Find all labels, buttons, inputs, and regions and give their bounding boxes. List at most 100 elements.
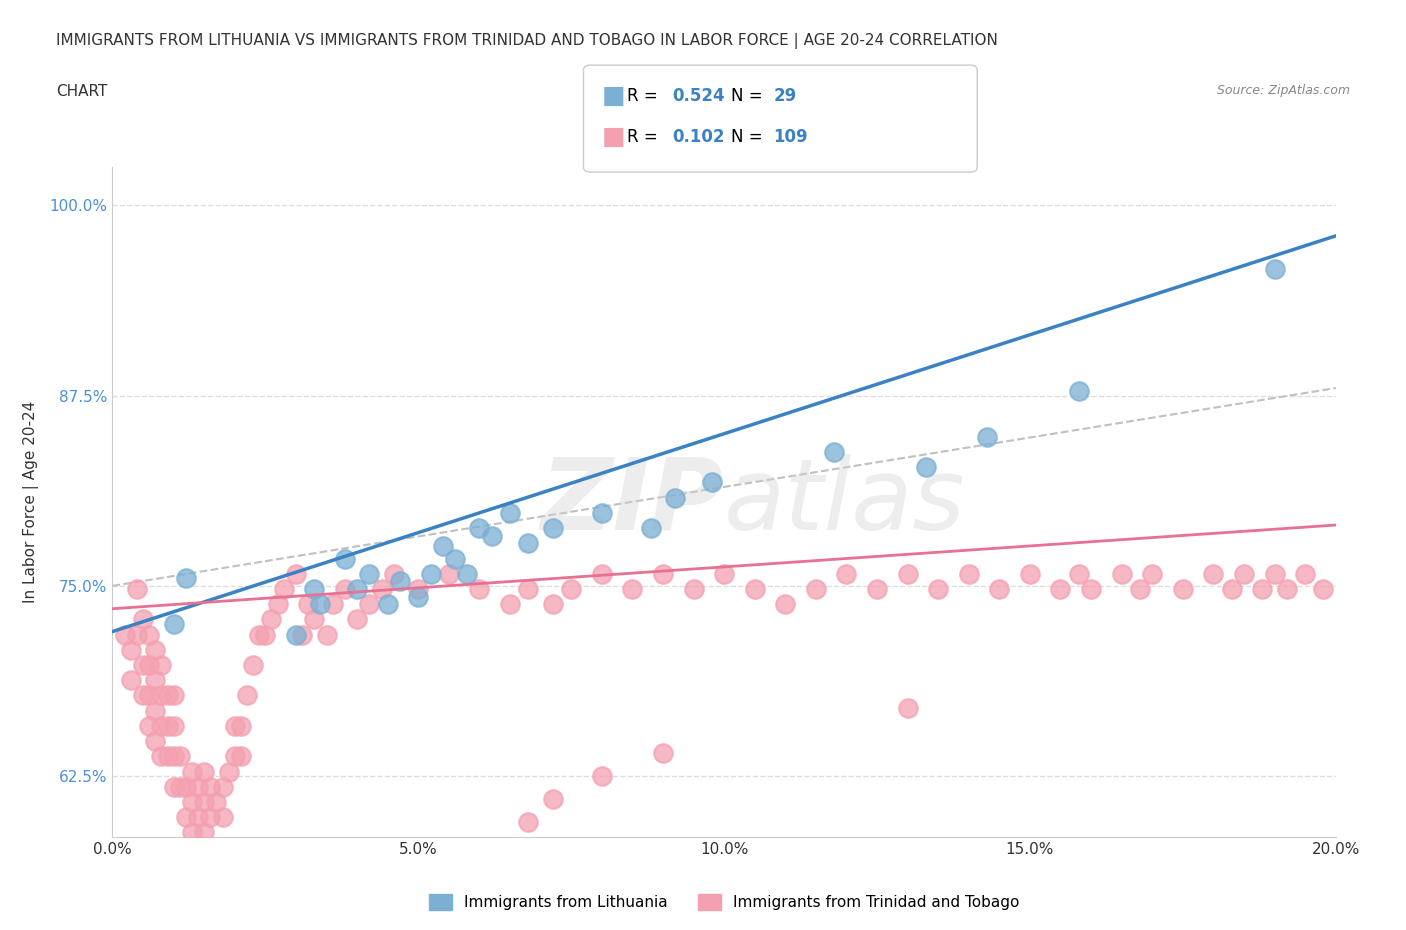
Point — [437, 566, 460, 581]
Point — [1067, 384, 1090, 399]
Point — [481, 528, 503, 543]
Point — [218, 764, 240, 779]
Point — [169, 749, 191, 764]
Point — [297, 597, 319, 612]
Point — [988, 581, 1011, 596]
Y-axis label: In Labor Force | Age 20-24: In Labor Force | Age 20-24 — [22, 401, 38, 604]
Point — [1233, 566, 1256, 581]
Point — [382, 566, 405, 581]
Point — [169, 779, 191, 794]
Point — [1171, 581, 1194, 596]
Point — [322, 597, 344, 612]
Point — [315, 627, 337, 642]
Point — [444, 551, 467, 566]
Point — [468, 581, 491, 596]
Point — [138, 658, 160, 672]
Point — [150, 749, 173, 764]
Point — [804, 581, 827, 596]
Point — [419, 566, 441, 581]
Text: R =: R = — [627, 127, 664, 146]
Point — [120, 643, 142, 658]
Point — [432, 538, 454, 553]
Point — [1275, 581, 1298, 596]
Point — [181, 764, 204, 779]
Point — [1294, 566, 1316, 581]
Point — [835, 566, 858, 581]
Point — [150, 658, 173, 672]
Point — [591, 769, 613, 784]
Point — [333, 551, 356, 566]
Point — [200, 779, 222, 794]
Point — [1080, 581, 1102, 596]
Point — [664, 490, 686, 505]
Point — [163, 688, 186, 703]
Point — [187, 779, 209, 794]
Point — [621, 581, 644, 596]
Point — [156, 688, 179, 703]
Point — [266, 597, 288, 612]
Text: Source: ZipAtlas.com: Source: ZipAtlas.com — [1216, 84, 1350, 97]
Point — [143, 703, 166, 718]
Point — [346, 581, 368, 596]
Point — [150, 688, 173, 703]
Point — [541, 791, 564, 806]
Point — [273, 581, 295, 596]
Point — [174, 571, 197, 586]
Point — [229, 749, 252, 764]
Point — [1111, 566, 1133, 581]
Point — [499, 505, 522, 520]
Point — [499, 597, 522, 612]
Point — [163, 719, 186, 734]
Point — [560, 581, 582, 596]
Point — [181, 794, 204, 809]
Point — [897, 700, 920, 715]
Point — [388, 574, 411, 589]
Point — [775, 597, 797, 612]
Point — [150, 719, 173, 734]
Point — [284, 566, 308, 581]
Point — [143, 734, 166, 749]
Point — [682, 581, 704, 596]
Point — [915, 459, 938, 474]
Point — [187, 810, 209, 825]
Text: 29: 29 — [773, 86, 797, 105]
Point — [143, 643, 166, 658]
Point — [291, 627, 314, 642]
Point — [138, 688, 160, 703]
Text: CHART: CHART — [56, 84, 108, 99]
Point — [1264, 566, 1286, 581]
Point — [1312, 581, 1334, 596]
Text: IMMIGRANTS FROM LITHUANIA VS IMMIGRANTS FROM TRINIDAD AND TOBAGO IN LABOR FORCE : IMMIGRANTS FROM LITHUANIA VS IMMIGRANTS … — [56, 33, 998, 48]
Point — [254, 627, 277, 642]
Point — [408, 581, 430, 596]
Text: N =: N = — [731, 86, 768, 105]
Point — [132, 688, 155, 703]
Text: N =: N = — [731, 127, 768, 146]
Point — [120, 672, 142, 687]
Point — [640, 521, 662, 536]
Point — [456, 566, 478, 581]
Point — [132, 612, 155, 627]
Point — [377, 597, 399, 612]
Point — [211, 779, 233, 794]
Point — [205, 794, 228, 809]
Point — [897, 566, 920, 581]
Point — [284, 627, 308, 642]
Point — [957, 566, 980, 581]
Point — [652, 746, 675, 761]
Point — [304, 581, 326, 596]
Point — [1129, 581, 1152, 596]
Point — [132, 658, 155, 672]
Point — [346, 612, 368, 627]
Point — [468, 521, 491, 536]
Point — [517, 536, 540, 551]
Point — [309, 597, 332, 612]
Point — [1018, 566, 1040, 581]
Text: R =: R = — [627, 86, 664, 105]
Point — [1251, 581, 1274, 596]
Point — [713, 566, 735, 581]
Point — [591, 505, 613, 520]
Point — [866, 581, 889, 596]
Text: ■: ■ — [602, 84, 626, 108]
Point — [1049, 581, 1071, 596]
